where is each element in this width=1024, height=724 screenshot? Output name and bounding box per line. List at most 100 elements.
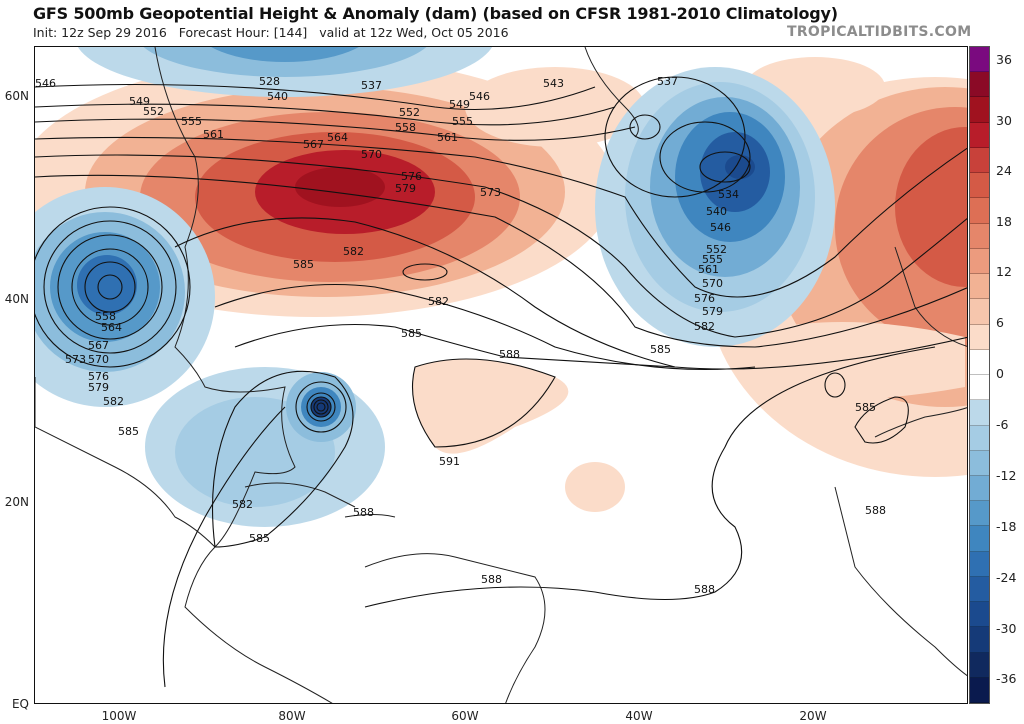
contour-label: 543 <box>543 77 564 90</box>
contour-label: 585 <box>249 532 270 545</box>
contour-label: 552 <box>706 243 727 256</box>
brand-watermark: TROPICALTIDBITS.COM <box>787 24 972 40</box>
colorbar-swatch <box>970 475 989 502</box>
colorbar-swatch <box>970 576 989 603</box>
colorbar-swatch <box>970 173 989 199</box>
colorbar-swatch <box>970 602 989 628</box>
contour-label: 558 <box>95 310 116 323</box>
colorbar-swatch <box>970 526 989 552</box>
contour-label: 546 <box>710 221 731 234</box>
colorbar-swatch <box>970 627 989 653</box>
contour-label: 552 <box>399 106 420 119</box>
anomaly-contour-map: 5465495525555615285405375465495525555585… <box>35 47 967 703</box>
negative-anomaly-shading <box>35 47 835 527</box>
contour-label: 585 <box>855 401 876 414</box>
contour-label: 549 <box>449 98 470 111</box>
colorbar-swatch <box>970 97 989 123</box>
height-contours <box>35 76 967 688</box>
anomaly-colorbar <box>969 46 990 704</box>
contour-label: 555 <box>181 115 202 128</box>
colorbar-swatch <box>970 223 989 249</box>
contour-label: 555 <box>452 115 473 128</box>
contour-label: 564 <box>327 131 348 144</box>
contour-label: 585 <box>650 343 671 356</box>
contour-label: 561 <box>203 128 224 141</box>
map-title: GFS 500mb Geopotential Height & Anomaly … <box>33 4 838 23</box>
contour-label: 582 <box>694 320 715 333</box>
colorbar-swatch <box>970 147 989 174</box>
colorbar-swatch <box>970 652 989 678</box>
contour-label: 579 <box>702 305 723 318</box>
colorbar-swatch <box>970 425 989 451</box>
contour-label: 579 <box>395 182 416 195</box>
contour-label: 576 <box>401 170 422 183</box>
contour-label: 546 <box>469 90 490 103</box>
colorbar-label: 6 <box>996 315 1004 330</box>
map-panel[interactable]: 546 549 552 555 561 528 540 537 546 549 552 555 558 5… <box>34 46 968 704</box>
contour-label: 567 <box>303 138 324 151</box>
contour-label: 570 <box>88 353 109 366</box>
colorbar-label: 36 <box>996 52 1012 67</box>
contour-label: 573 <box>480 186 501 199</box>
colorbar-swatch <box>970 47 989 73</box>
colorbar-swatch <box>970 274 989 300</box>
colorbar-label: 18 <box>996 214 1012 229</box>
contour-label: 528 <box>259 75 280 88</box>
contour-label: 540 <box>706 205 727 218</box>
colorbar-label: -18 <box>996 519 1017 534</box>
lon-label-20w: 20W <box>799 709 827 723</box>
lat-label-60n: 60N <box>4 89 29 103</box>
contour-label: 591 <box>439 455 460 468</box>
lon-label-40w: 40W <box>625 709 653 723</box>
colorbar-label: -36 <box>996 671 1017 686</box>
contour-label: 564 <box>101 321 122 334</box>
contour-label: 570 <box>702 277 723 290</box>
colorbar-swatch <box>970 677 989 704</box>
contour-label: 552 <box>143 105 164 118</box>
contour-label: 585 <box>118 425 139 438</box>
colorbar-label: 12 <box>996 264 1012 279</box>
contour-label: 588 <box>353 506 374 519</box>
colorbar-swatch <box>970 299 989 325</box>
contour-labels: 5465495525555615285405375465495525555585… <box>35 75 886 596</box>
colorbar-swatch <box>970 72 989 98</box>
contour-label: 546 <box>35 77 56 90</box>
contour-label: 558 <box>395 121 416 134</box>
contour-label: 567 <box>88 339 109 352</box>
contour-label: 588 <box>481 573 502 586</box>
lat-label-eq: EQ <box>11 697 29 711</box>
contour-label: 588 <box>694 583 715 596</box>
coastlines <box>35 47 967 703</box>
contour-label: 570 <box>361 148 382 161</box>
colorbar-label: 30 <box>996 113 1012 128</box>
colorbar-label: 0 <box>996 366 1004 381</box>
lat-label-20n: 20N <box>4 495 29 509</box>
colorbar-label: -30 <box>996 621 1017 636</box>
contour-label: 582 <box>428 295 449 308</box>
contour-label: 576 <box>88 370 109 383</box>
colorbar-swatch <box>970 551 989 577</box>
contour-label: 561 <box>698 263 719 276</box>
colorbar-label: -6 <box>996 417 1009 432</box>
colorbar-swatch <box>970 324 989 350</box>
contour-label: 582 <box>232 498 253 511</box>
contour-label: 588 <box>865 504 886 517</box>
colorbar-label: 24 <box>996 163 1012 178</box>
colorbar-swatch <box>970 501 989 527</box>
colorbar-swatch <box>970 122 989 148</box>
contour-label: 555 <box>702 253 723 266</box>
colorbar-swatch <box>970 400 989 426</box>
colorbar-swatch <box>970 375 989 401</box>
contour-label: 576 <box>694 292 715 305</box>
contour-label: 582 <box>343 245 364 258</box>
map-subtitle: Init: 12z Sep 29 2016 Forecast Hour: [14… <box>33 25 509 40</box>
colorbar-swatch <box>970 198 989 224</box>
colorbar-swatch <box>970 450 989 476</box>
contour-label: 561 <box>437 131 458 144</box>
contour-label: 549 <box>129 95 150 108</box>
contour-label: 573 <box>65 353 86 366</box>
colorbar-swatch <box>970 349 989 376</box>
contour-label: 588 <box>499 348 520 361</box>
contour-label: 585 <box>401 327 422 340</box>
lon-label-100w: 100W <box>101 709 137 723</box>
